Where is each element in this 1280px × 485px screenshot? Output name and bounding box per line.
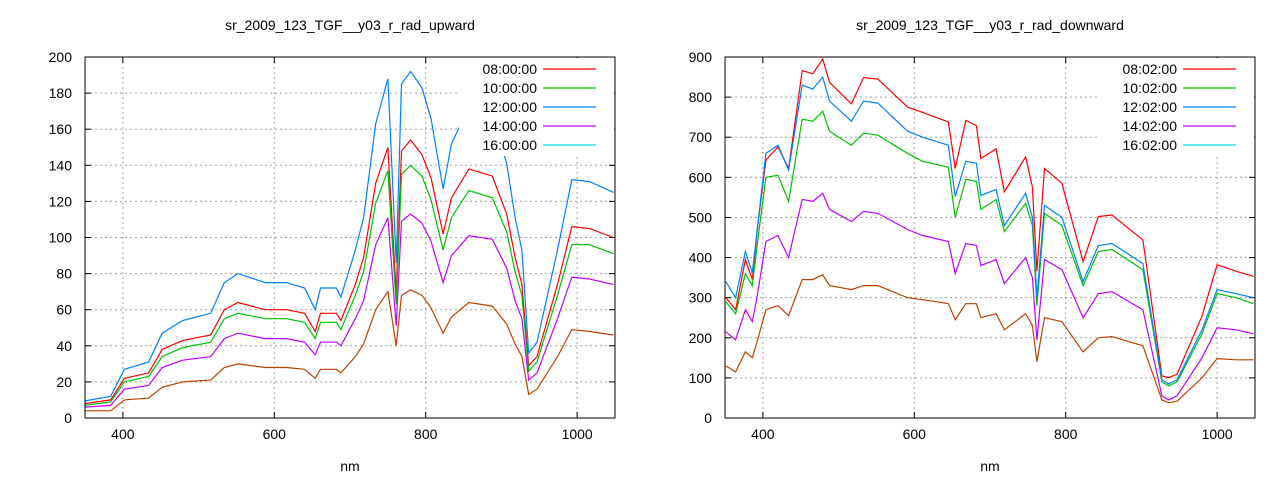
y-tick-label: 20 [56, 374, 72, 390]
plot-frame [84, 56, 616, 419]
y-tick-label: 200 [49, 49, 73, 65]
downward-radiance-chart: sr_2009_123_TGF__y03_r_rad_downward nm 4… [689, 17, 1256, 474]
y-tick-label: 300 [689, 290, 713, 306]
x-tick-label: 800 [1054, 426, 1078, 442]
x-tick-label: 400 [751, 426, 775, 442]
x-tick-label: 1000 [562, 426, 593, 442]
y-tick-label: 140 [49, 157, 73, 173]
legend-label: 12:02:00 [1123, 99, 1178, 115]
y-tick-label: 500 [689, 209, 713, 225]
series-line-120200 [725, 75, 1254, 385]
x-tick-label: 400 [111, 426, 135, 442]
y-tick-label: 0 [64, 410, 72, 426]
y-tick-label: 180 [49, 85, 73, 101]
legend-label: 08:00:00 [483, 61, 538, 77]
y-tick-label: 700 [689, 129, 713, 145]
y-tick-label: 800 [689, 89, 713, 105]
y-tick-label: 80 [56, 266, 72, 282]
y-tick-label: 200 [689, 330, 713, 346]
series-line-140000 [84, 213, 614, 408]
series-line-120000 [84, 70, 614, 402]
chart-title: sr_2009_123_TGF__y03_r_rad_downward [856, 17, 1124, 33]
x-tick-label: 600 [903, 426, 927, 442]
y-tick-label: 100 [49, 230, 73, 246]
legend: 08:00:00 10:00:00 12:00:00 14:00:00 16:00:00 [459, 58, 614, 156]
series-line-080000 [84, 139, 614, 405]
legend-label: 10:00:00 [483, 80, 538, 96]
y-tick-label: 900 [689, 49, 713, 65]
y-tick-label: 0 [704, 410, 712, 426]
x-tick-label: 1000 [1202, 426, 1233, 442]
series-line-100000 [84, 164, 614, 406]
legend-label: 16:00:00 [483, 137, 538, 153]
legend-label: 14:02:00 [1123, 118, 1178, 134]
x-tick-label: 800 [414, 426, 438, 442]
y-tick-label: 100 [689, 370, 713, 386]
y-tick-label: 120 [49, 193, 73, 209]
legend-label: 14:00:00 [483, 118, 538, 134]
y-tick-label: 60 [56, 302, 72, 318]
x-axis-label: nm [340, 458, 359, 474]
y-tick-label: 600 [689, 169, 713, 185]
legend-label: 16:02:00 [1123, 137, 1178, 153]
upward-radiance-chart: sr_2009_123_TGF__y03_r_rad_upward nm 400… [49, 17, 616, 474]
plot-frame [724, 56, 1256, 419]
legend-label: 10:02:00 [1123, 80, 1178, 96]
series-line-100200 [725, 110, 1254, 387]
y-tick-label: 160 [49, 121, 73, 137]
legend: 08:02:00 10:02:00 12:02:00 14:02:00 16:02:00 [1099, 58, 1254, 156]
series-line-160200 [725, 274, 1254, 404]
legend-label: 12:00:00 [483, 99, 538, 115]
legend-label: 08:02:00 [1123, 61, 1178, 77]
x-axis-label: nm [980, 458, 999, 474]
x-tick-label: 600 [263, 426, 287, 442]
y-tick-label: 400 [689, 250, 713, 266]
chart-title: sr_2009_123_TGF__y03_r_rad_upward [225, 17, 475, 33]
series-line-160000 [85, 289, 614, 412]
series-line-140200 [725, 192, 1254, 401]
y-tick-label: 40 [56, 338, 72, 354]
